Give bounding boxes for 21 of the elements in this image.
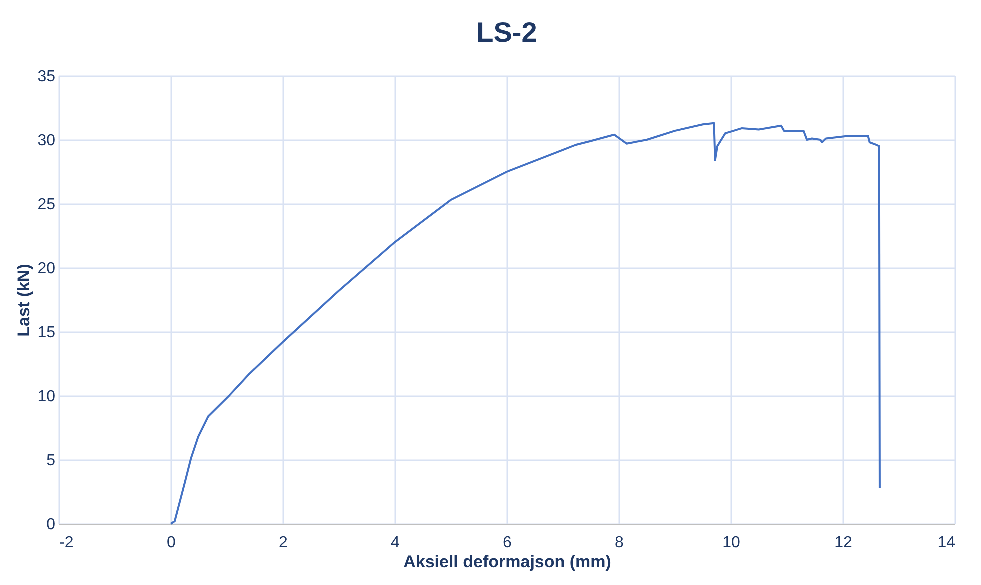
y-tick-label: 0 bbox=[46, 516, 56, 534]
x-tick-label: -2 bbox=[60, 534, 74, 552]
x-tick-label: 0 bbox=[167, 534, 176, 552]
y-tick-label: 5 bbox=[46, 452, 56, 470]
x-tick-label: 8 bbox=[615, 534, 624, 552]
line-series bbox=[170, 122, 881, 525]
y-tick-label: 10 bbox=[38, 388, 56, 406]
x-tick-label: 14 bbox=[938, 534, 956, 552]
x-tick-label: 10 bbox=[722, 534, 740, 552]
y-tick-label: 20 bbox=[38, 260, 56, 278]
y-tick-label: 25 bbox=[38, 196, 56, 214]
y-tick-label: 15 bbox=[38, 324, 56, 342]
y-tick-label: 35 bbox=[38, 68, 56, 86]
y-tick-label: 30 bbox=[38, 132, 56, 150]
x-tick-label: 2 bbox=[279, 534, 288, 552]
x-tick-label: 4 bbox=[391, 534, 400, 552]
chart-title: LS-2 bbox=[476, 17, 538, 48]
y-axis-title: Last (kN) bbox=[14, 264, 34, 337]
x-tick-label: 12 bbox=[834, 534, 852, 552]
x-tick-label: 6 bbox=[503, 534, 512, 552]
x-axis-title: Aksiell deformajson (mm) bbox=[404, 552, 612, 572]
